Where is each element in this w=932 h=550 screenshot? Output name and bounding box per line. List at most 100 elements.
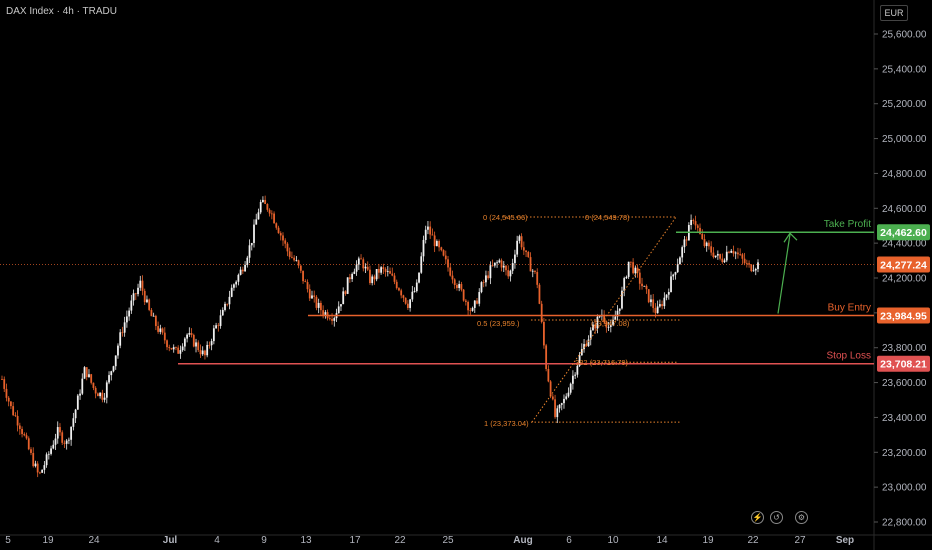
- candle-body: [373, 276, 376, 280]
- candle-body: [458, 284, 461, 288]
- y-tick-label: 24,200.00: [882, 274, 927, 285]
- candle-body: [239, 269, 242, 275]
- candle-body: [340, 304, 342, 307]
- x-tick-label: 22: [747, 535, 759, 546]
- candle-body: [83, 367, 86, 379]
- candle-body: [424, 229, 427, 240]
- candle-body: [572, 375, 574, 384]
- replay-icon[interactable]: ↺: [770, 511, 783, 524]
- candle-body: [411, 291, 414, 300]
- candle-body: [694, 221, 697, 226]
- candle-body: [734, 252, 737, 254]
- candle-body: [578, 355, 581, 366]
- projection-arrow: [777, 234, 791, 314]
- candle-body: [547, 368, 550, 382]
- candle-body: [81, 378, 84, 394]
- candle-body: [291, 256, 293, 258]
- candle-body: [237, 274, 240, 282]
- candle-body: [70, 426, 73, 440]
- candle-body: [665, 294, 668, 298]
- candle-body: [679, 257, 681, 265]
- candle-body: [61, 432, 64, 443]
- candle-body: [685, 239, 688, 241]
- candle-body: [404, 297, 407, 304]
- candle-body: [175, 347, 177, 348]
- candle-body: [134, 293, 137, 295]
- x-tick-label: Aug: [513, 535, 532, 546]
- candle-body: [520, 236, 523, 248]
- currency-badge[interactable]: EUR: [880, 5, 908, 21]
- candle-body: [163, 332, 166, 341]
- y-tick-label: 25,400.00: [882, 64, 927, 75]
- candle-body: [154, 315, 157, 327]
- candle-body: [183, 338, 186, 347]
- lightning-icon[interactable]: ⚡: [751, 511, 764, 524]
- x-tick-label: 17: [349, 535, 361, 546]
- candle-body: [380, 267, 383, 273]
- candle-body: [549, 381, 552, 397]
- x-tick-label: 27: [794, 535, 806, 546]
- candle-body: [190, 333, 193, 335]
- candle-body: [645, 285, 648, 290]
- candle-body: [362, 259, 365, 269]
- candle-body: [328, 318, 331, 320]
- candle-body: [357, 258, 360, 265]
- candle-body: [105, 382, 108, 398]
- settings-icon[interactable]: ⚙: [795, 511, 808, 524]
- candle-body: [119, 332, 122, 346]
- candle-body: [589, 330, 592, 340]
- candle-body: [128, 310, 131, 317]
- candle-body: [333, 318, 336, 321]
- candle-body: [114, 355, 117, 367]
- candle-body: [59, 427, 61, 433]
- candle-body: [743, 258, 746, 264]
- x-tick-label: 5: [5, 535, 11, 546]
- candle-body: [440, 247, 443, 251]
- candle-body: [197, 342, 200, 351]
- candle-body: [181, 346, 184, 351]
- candle-body: [745, 263, 748, 264]
- candle-body: [351, 273, 354, 280]
- candle-body: [32, 452, 35, 467]
- candle-body: [282, 235, 284, 241]
- fib-label: 0 (24,549.78): [585, 213, 630, 222]
- candle-body: [262, 199, 264, 203]
- candle-body: [643, 285, 646, 287]
- candle-body: [714, 255, 717, 258]
- candle-body: [491, 265, 494, 267]
- candle-body: [683, 239, 686, 248]
- candle-body: [493, 262, 496, 266]
- candle-body: [121, 332, 124, 334]
- candle-body: [320, 302, 322, 311]
- candle-body: [63, 442, 66, 444]
- candle-body: [723, 260, 726, 263]
- candle-body: [208, 344, 211, 346]
- candle-body: [308, 289, 311, 299]
- candle-body: [313, 295, 316, 297]
- candle-body: [79, 393, 81, 396]
- candle-body: [65, 440, 68, 444]
- candle-body: [558, 404, 561, 409]
- candle-body: [88, 374, 90, 378]
- candle-body: [725, 251, 728, 261]
- candle-body: [317, 302, 320, 308]
- candle-body: [353, 271, 356, 274]
- candle-body: [346, 277, 349, 294]
- candle-body: [166, 340, 168, 348]
- candle-body: [464, 300, 467, 302]
- candle-body: [85, 367, 88, 378]
- candle-body: [54, 438, 57, 445]
- candle-body: [110, 371, 113, 376]
- candle-body: [246, 257, 249, 265]
- candle-body: [228, 296, 231, 305]
- x-tick-label: 10: [607, 535, 619, 546]
- candle-body: [728, 251, 730, 253]
- candle-body: [210, 341, 213, 346]
- candle-body: [596, 316, 599, 329]
- x-tick-label: 25: [442, 535, 454, 546]
- candle-body: [94, 387, 97, 394]
- candle-body: [382, 267, 385, 270]
- candle-body: [108, 375, 110, 383]
- candle-body: [302, 270, 304, 282]
